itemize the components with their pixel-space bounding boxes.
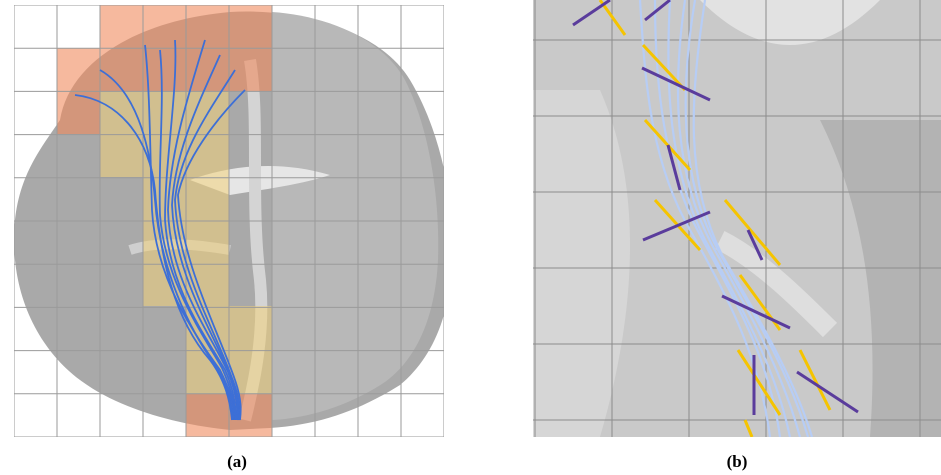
purple-glyphs [572, 0, 859, 415]
panel-caption: (b) [727, 452, 748, 471]
tissue [820, 120, 941, 437]
tissue [533, 90, 630, 437]
tissue [700, 0, 880, 45]
grid [533, 0, 941, 437]
fiber-tracts [74, 39, 246, 421]
yellow-glyphs [598, 0, 832, 437]
panel-b [533, 0, 941, 437]
brain-hemisphere [272, 12, 439, 420]
tissue [715, 231, 838, 338]
panel-caption: (a) [227, 452, 247, 471]
panel-a [14, 5, 444, 437]
